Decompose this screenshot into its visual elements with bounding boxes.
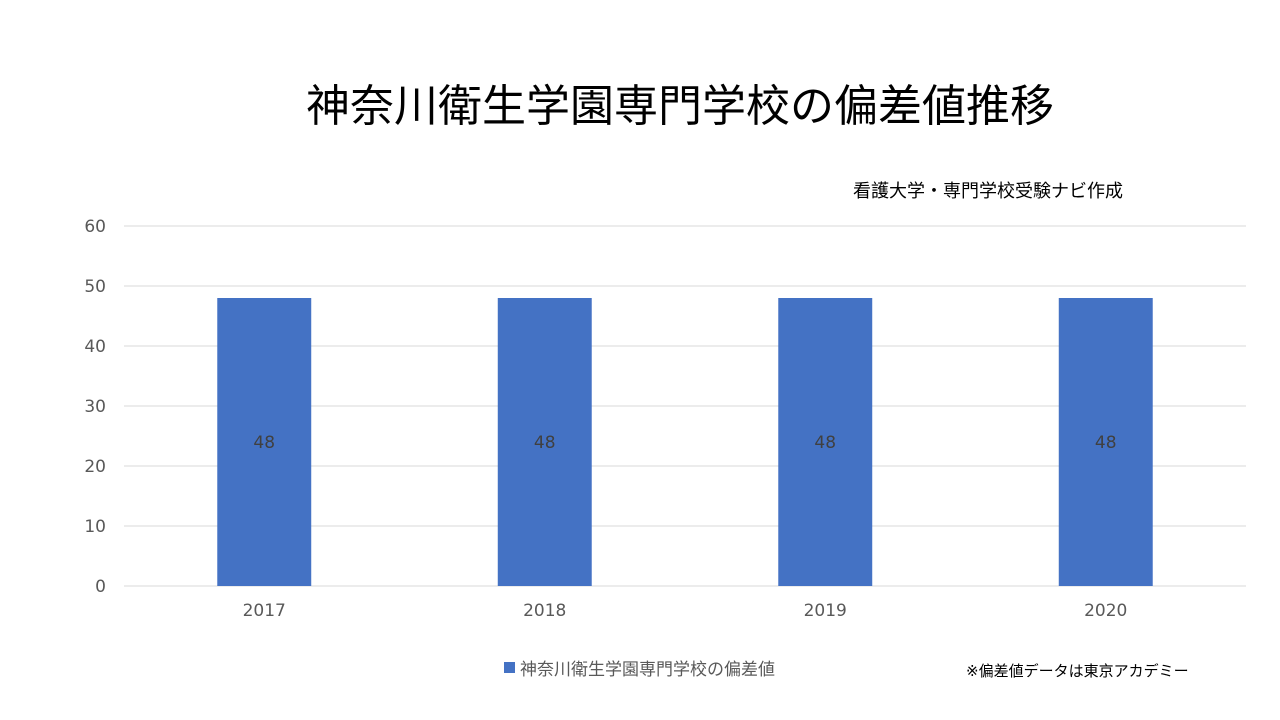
data-label: 48 xyxy=(534,433,556,453)
bar xyxy=(497,298,592,586)
y-tick-label: 30 xyxy=(84,397,106,417)
bar xyxy=(778,298,873,586)
x-tick-label: 2018 xyxy=(523,601,566,621)
bar xyxy=(217,298,312,586)
y-tick-label: 50 xyxy=(84,277,106,297)
legend-swatch xyxy=(504,662,515,673)
x-tick-label: 2020 xyxy=(1084,601,1127,621)
y-tick-label: 10 xyxy=(84,517,106,537)
data-label: 48 xyxy=(1095,433,1117,453)
data-label: 48 xyxy=(814,433,836,453)
y-tick-label: 0 xyxy=(95,577,106,597)
chart-subtitle: 看護大学・専門学校受験ナビ作成 xyxy=(853,181,1123,202)
legend-label: 神奈川衛生学園専門学校の偏差値 xyxy=(520,660,775,680)
y-tick-label: 20 xyxy=(84,457,106,477)
y-tick-label: 40 xyxy=(84,337,106,357)
data-label: 48 xyxy=(253,433,275,453)
bar xyxy=(1058,298,1153,586)
source-note: ※偏差値データは東京アカデミー xyxy=(966,662,1189,680)
legend: 神奈川衛生学園専門学校の偏差値 xyxy=(504,655,775,680)
x-tick-label: 2017 xyxy=(243,601,286,621)
y-tick-label: 60 xyxy=(84,217,106,237)
chart-title: 神奈川衛生学園専門学校の偏差値推移 xyxy=(306,81,1054,132)
x-tick-label: 2019 xyxy=(804,601,847,621)
